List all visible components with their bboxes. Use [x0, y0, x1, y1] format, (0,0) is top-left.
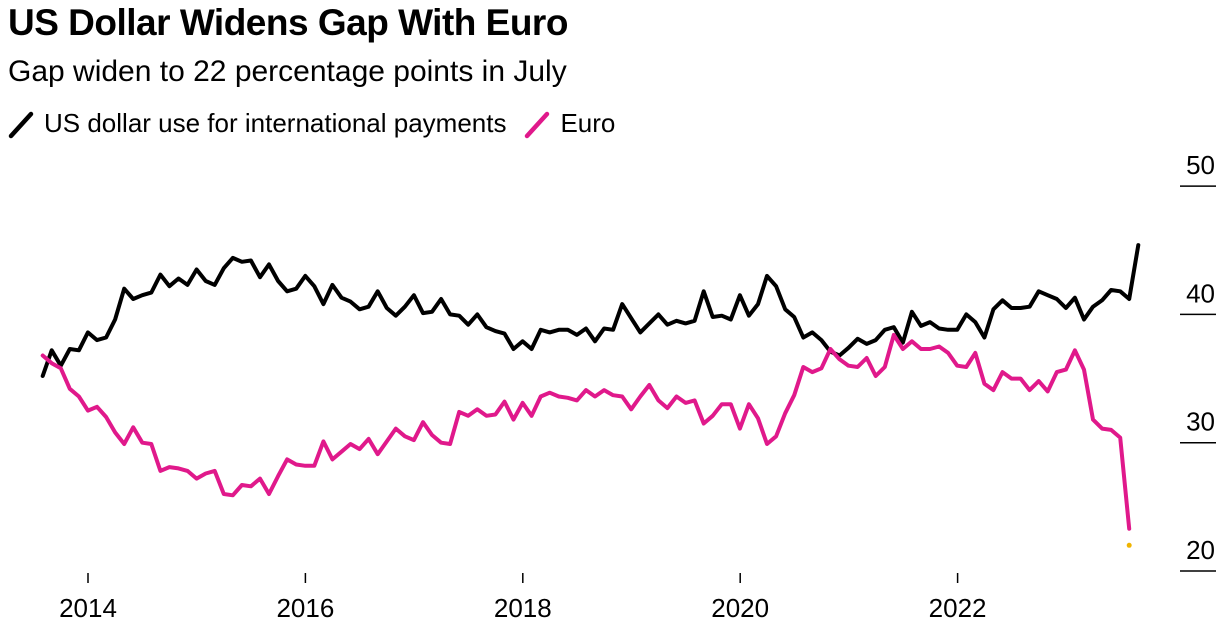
- x-tick-label: 2014: [59, 593, 117, 623]
- y-tick-label: 30: [1186, 407, 1215, 437]
- chart-subtitle: Gap widen to 22 percentage points in Jul…: [8, 55, 567, 88]
- y-tick-label: 50: [1186, 150, 1215, 180]
- x-axis: 2014 2016 2018 2020 2022: [59, 573, 987, 623]
- series-line-euro: [40, 332, 1132, 531]
- legend-item-usd: US dollar use for international payments: [8, 108, 506, 139]
- y-tick-label: 40: [1186, 278, 1215, 308]
- x-tick-label: 2020: [711, 593, 769, 623]
- legend: US dollar use for international payments…: [8, 108, 633, 139]
- x-tick-label: 2022: [929, 593, 987, 623]
- series-layer: [40, 243, 1141, 548]
- chart-title: US Dollar Widens Gap With Euro: [8, 2, 568, 43]
- annotation-dot: [1126, 542, 1132, 548]
- series-line-usd: [40, 243, 1141, 378]
- legend-swatch-usd: [8, 111, 34, 138]
- y-tick-label: 20: [1186, 535, 1215, 565]
- legend-swatch-euro: [525, 111, 550, 138]
- x-tick-label: 2018: [494, 593, 552, 623]
- x-tick-label: 2016: [276, 593, 334, 623]
- legend-label-usd: US dollar use for international payments: [44, 108, 507, 138]
- legend-item-euro: Euro: [524, 108, 615, 139]
- legend-label-euro: Euro: [560, 108, 616, 138]
- y-axis: 20 30 40 50: [1180, 150, 1216, 572]
